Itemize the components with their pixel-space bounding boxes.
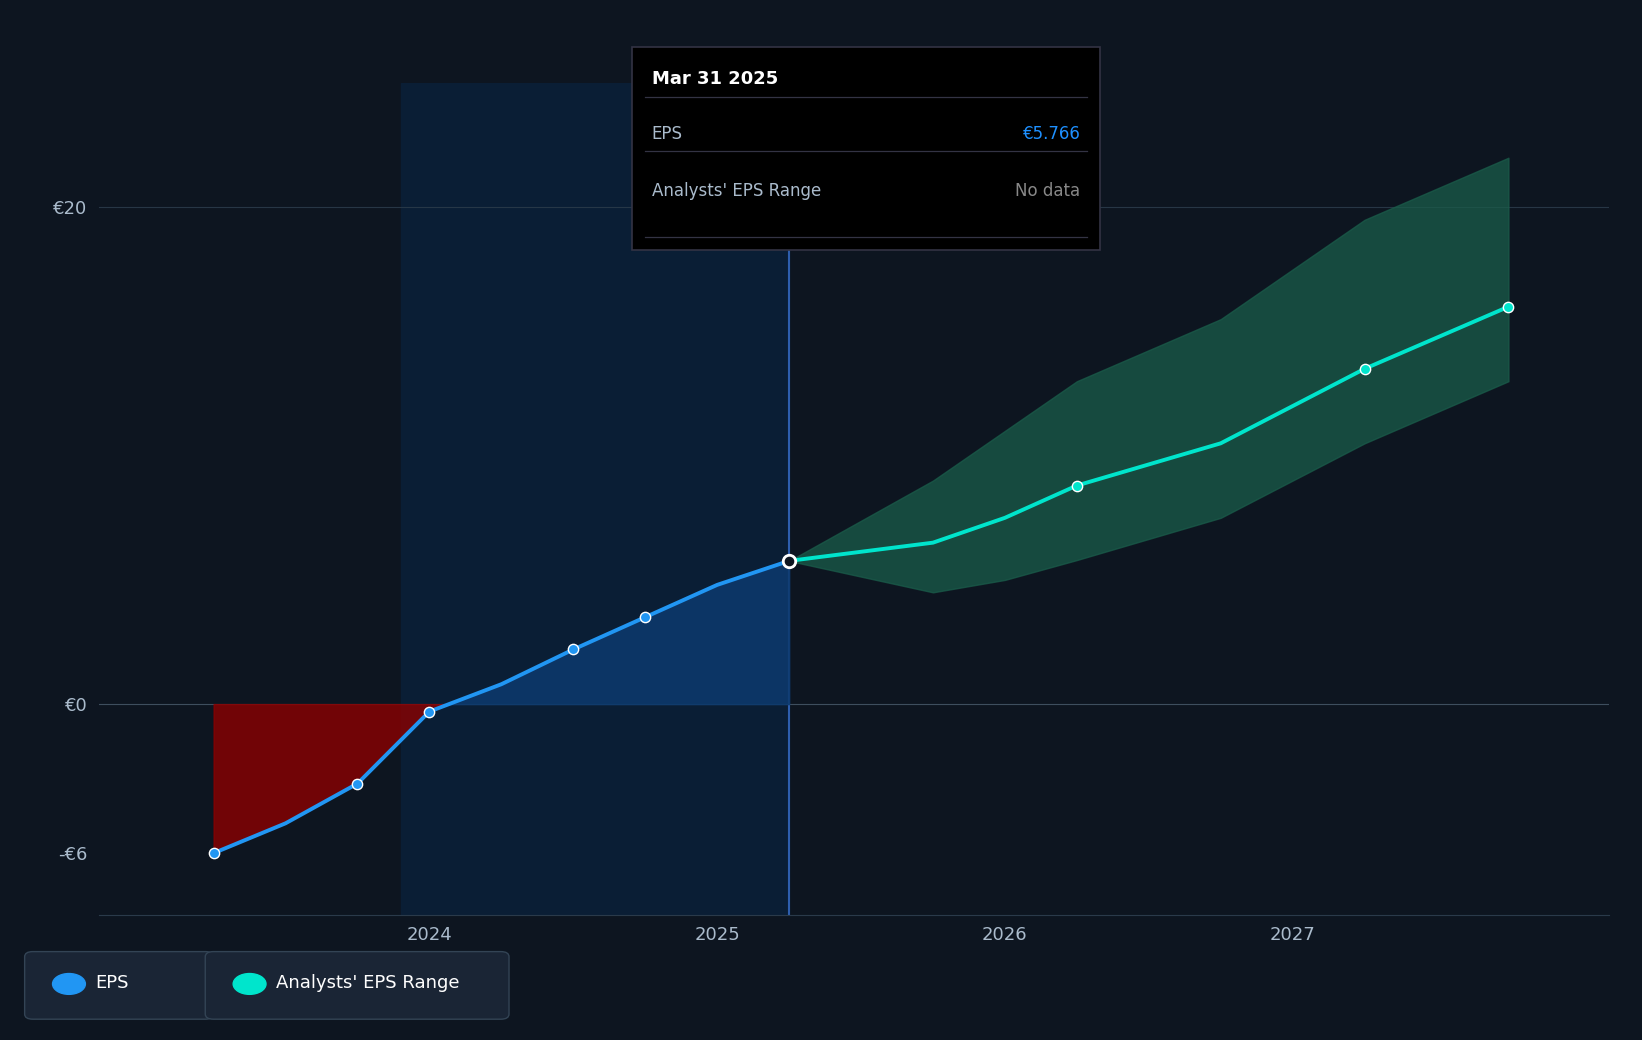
Text: Analysts Forecasts: Analysts Forecasts (813, 232, 980, 251)
Text: EPS: EPS (652, 125, 683, 142)
Point (777, 552, 803, 569)
Point (632, 608, 658, 625)
Text: Analysts' EPS Range: Analysts' EPS Range (276, 974, 460, 992)
Text: €5.766: €5.766 (1023, 125, 1080, 142)
Text: Mar 31 2025: Mar 31 2025 (652, 70, 778, 87)
Point (1351, 361, 1378, 378)
Bar (401, 83, 790, 915)
Text: Actual: Actual (716, 232, 780, 251)
Text: No data: No data (1015, 182, 1080, 200)
Point (200, 844, 227, 861)
Point (777, 552, 803, 569)
Point (1496, 298, 1522, 315)
Point (345, 775, 371, 791)
Point (777, 552, 803, 569)
Text: Analysts' EPS Range: Analysts' EPS Range (652, 182, 821, 200)
Text: EPS: EPS (95, 974, 128, 992)
Point (560, 641, 586, 657)
Point (417, 703, 443, 720)
Point (1064, 477, 1090, 494)
